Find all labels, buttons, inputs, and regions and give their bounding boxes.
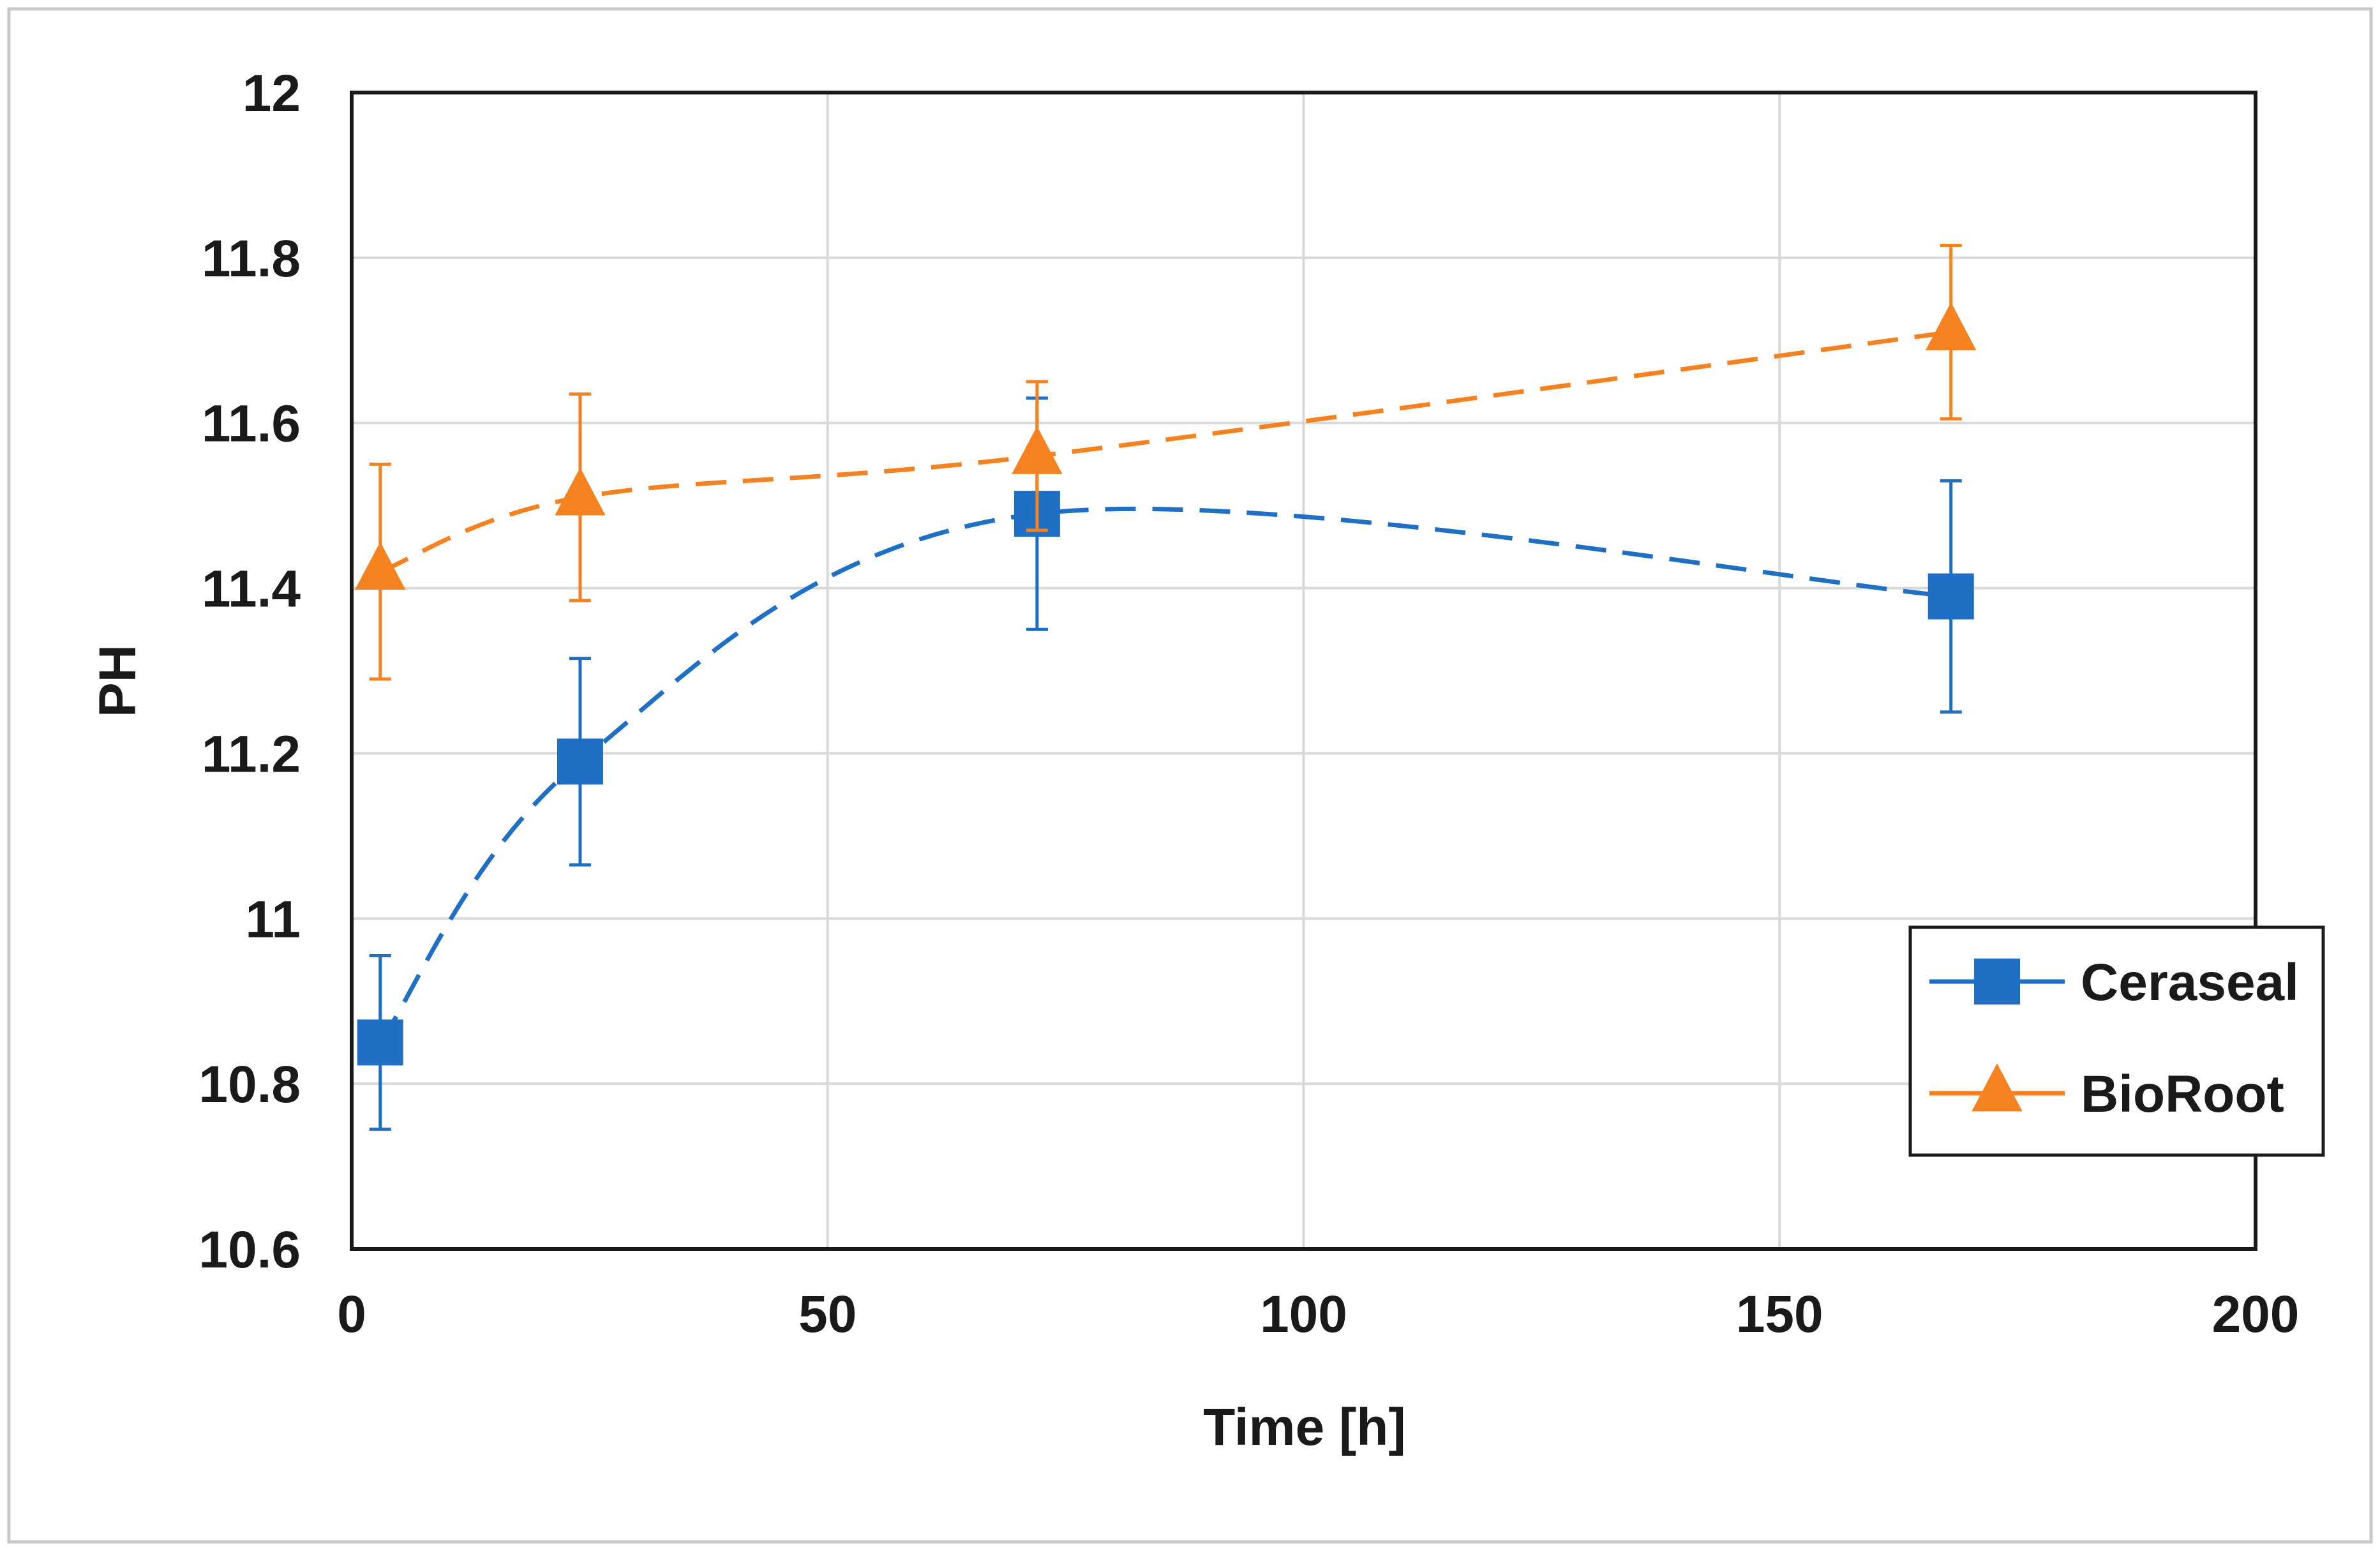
y-tick-label: 10.6	[198, 1221, 301, 1279]
chart-outer-border	[7, 7, 2373, 1544]
y-tick-label: 10.8	[198, 1056, 301, 1114]
legend: Ceraseal BioRoot	[1908, 925, 2325, 1157]
x-tick-label: 150	[1736, 1285, 1823, 1343]
series-layer	[355, 243, 1977, 1131]
y-tick-label: 11	[245, 890, 301, 948]
data-point-bioroot	[355, 541, 406, 590]
data-point-bioroot	[1926, 302, 1977, 350]
y-axis-title: PH	[89, 645, 147, 717]
x-tick-label: 200	[2212, 1285, 2300, 1343]
y-tick-label: 11.8	[202, 230, 301, 288]
x-tick-label: 0	[337, 1285, 366, 1343]
x-axis-title: Time [h]	[1203, 1398, 1405, 1456]
series-bioroot	[355, 243, 1977, 681]
data-point-ceraseal	[1927, 573, 1974, 620]
y-tick-label: 11.4	[202, 560, 301, 618]
legend-label-bioroot: BioRoot	[2081, 1065, 2284, 1123]
data-point-ceraseal	[557, 738, 603, 785]
data-point-bioroot	[1012, 426, 1063, 474]
legend-entries: Ceraseal BioRoot	[1929, 953, 2299, 1123]
legend-marker-bioroot	[1972, 1063, 2023, 1112]
plot-area-border	[350, 91, 2257, 1251]
data-point-bioroot	[555, 467, 606, 516]
legend-label-ceraseal: Ceraseal	[2081, 953, 2299, 1012]
x-tick-label: 50	[798, 1285, 857, 1343]
series-ceraseal	[357, 396, 1974, 1131]
axis-layer: 0 50 100 150 200 10.6 10.8 11 11.2 11.4 11.6 11.8 12	[198, 64, 2299, 1343]
series-line-bioroot	[379, 329, 1952, 574]
y-tick-label: 12	[243, 64, 301, 123]
data-point-ceraseal	[357, 1019, 403, 1066]
y-tick-label: 11.2	[202, 725, 301, 783]
x-tick-label: 100	[1260, 1285, 1347, 1343]
series-line-ceraseal	[378, 506, 1952, 1044]
legend-marker-ceraseal	[1974, 959, 2020, 1005]
y-tick-label: 11.6	[202, 395, 301, 453]
